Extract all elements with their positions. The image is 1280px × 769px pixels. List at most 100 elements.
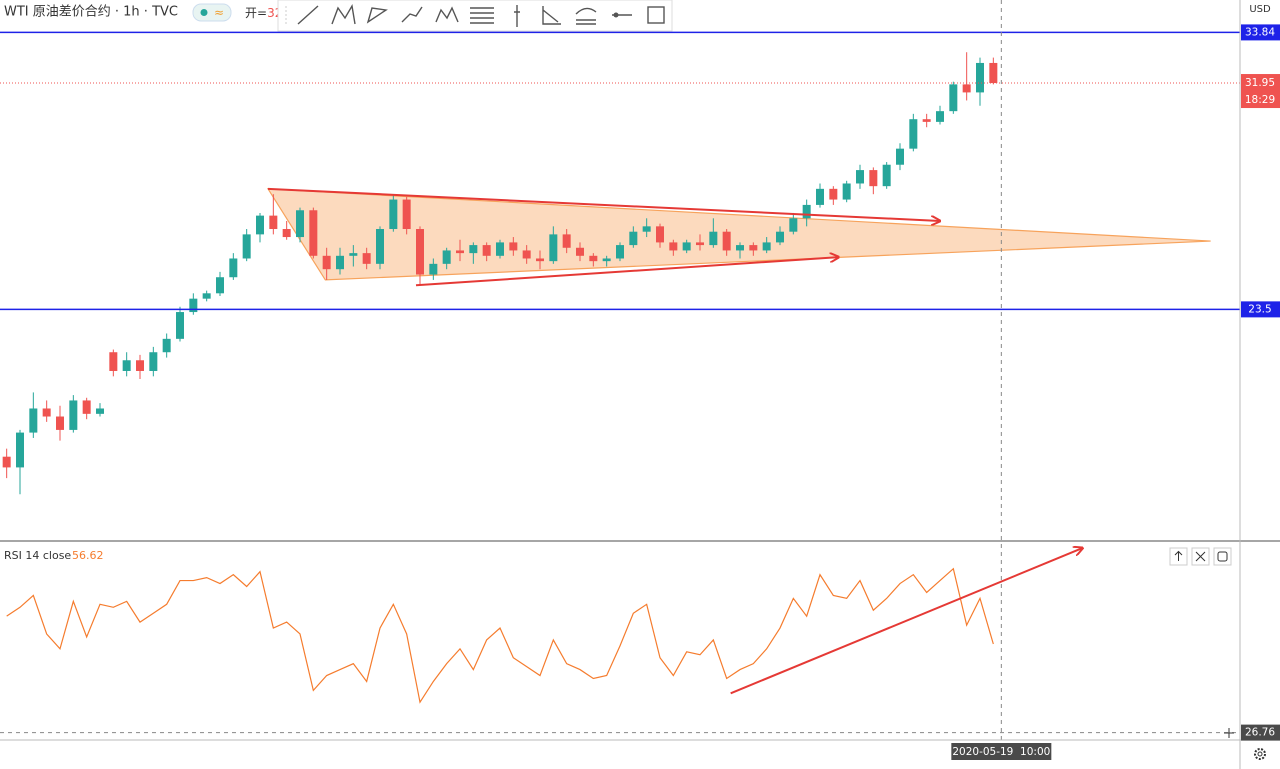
candle-body xyxy=(482,245,491,256)
candle-body xyxy=(149,352,158,371)
price-tag-label: 23.5 xyxy=(1248,303,1271,315)
price-tag xyxy=(1241,301,1280,318)
candle-body xyxy=(696,242,704,246)
candle-body xyxy=(869,170,878,187)
tool-curve[interactable] xyxy=(575,7,597,25)
candle-body xyxy=(336,255,344,270)
maximize-button[interactable] xyxy=(1213,547,1232,566)
price-tag xyxy=(1241,24,1280,41)
candle-body xyxy=(122,360,131,371)
candle-body xyxy=(189,298,198,313)
visibility-toggle[interactable]: ≈ xyxy=(192,3,232,22)
candle-body xyxy=(42,408,51,417)
candle-body xyxy=(949,84,958,112)
price-tag-label: 33.84 xyxy=(1245,26,1275,38)
tool-path[interactable] xyxy=(401,6,423,23)
candle-body xyxy=(376,229,384,264)
crosshair-time-tag xyxy=(951,743,1052,760)
candle-body xyxy=(229,258,238,278)
tool-fib[interactable] xyxy=(470,7,494,24)
candle-body xyxy=(202,293,211,299)
candle-body xyxy=(362,253,371,264)
tool-triangle[interactable] xyxy=(366,7,388,24)
candle-body xyxy=(629,231,638,246)
candle-body xyxy=(576,247,584,256)
rsi-line xyxy=(6,567,994,704)
candle-body xyxy=(976,62,984,93)
candle-body xyxy=(496,242,504,256)
candle-body xyxy=(82,400,91,414)
candle-body xyxy=(749,245,758,251)
candle-body xyxy=(16,432,24,468)
candle-body xyxy=(896,148,904,165)
candle-body xyxy=(29,408,38,433)
candle-body xyxy=(109,352,118,371)
tag-layer: 33.84 23.5 31.95 18:29 USD RSI 14 close 56.62 2… xyxy=(4,0,1280,760)
rsi-title: RSI 14 close xyxy=(4,549,71,562)
crosshair-time-label: 2020-05-19 10:00 xyxy=(952,746,1050,758)
candle-body xyxy=(256,215,264,235)
candle-body xyxy=(56,416,64,430)
candle-body xyxy=(829,188,838,200)
candle-body xyxy=(242,234,251,259)
candle-body xyxy=(802,204,811,219)
arrow-drawing xyxy=(267,187,940,221)
candle-body xyxy=(536,258,544,262)
rsi-value: 56.62 xyxy=(72,549,104,562)
close-button[interactable] xyxy=(1191,547,1210,566)
candle-body xyxy=(309,210,318,256)
drawing-toolbar xyxy=(277,0,673,32)
candle-body xyxy=(282,229,291,238)
candle-body xyxy=(642,226,651,232)
crosshair-value-tag xyxy=(1241,724,1280,741)
settings-gear[interactable] xyxy=(1254,748,1266,760)
candle-body xyxy=(96,408,104,414)
candle-body xyxy=(456,250,464,254)
candle-body xyxy=(602,258,611,262)
candle-body xyxy=(736,245,744,251)
candle-body xyxy=(856,170,864,184)
candle-body xyxy=(269,215,278,230)
candle-body xyxy=(936,111,944,122)
candle-body xyxy=(669,242,678,251)
svg-text:≈: ≈ xyxy=(214,6,224,20)
open-label: 开=32 xyxy=(245,6,282,20)
candle-body xyxy=(69,400,78,430)
tool-pattern[interactable] xyxy=(435,6,459,23)
candle-body xyxy=(909,119,918,149)
tool-ray[interactable] xyxy=(612,12,632,18)
candle-body xyxy=(136,360,144,371)
candle-body xyxy=(922,119,931,122)
tool-line[interactable] xyxy=(297,5,319,25)
candle-body xyxy=(349,253,358,256)
candle-body xyxy=(429,263,438,275)
crosshair-plus[interactable] xyxy=(1224,728,1234,738)
move-up-button[interactable] xyxy=(1169,547,1188,566)
candle-body xyxy=(389,199,398,230)
candle-body xyxy=(402,199,411,230)
arrow-drawing xyxy=(730,548,1083,695)
last-price-label: 31.95 xyxy=(1245,77,1275,89)
candle-body xyxy=(762,242,771,251)
currency-box xyxy=(1241,0,1280,16)
currency-label: USD xyxy=(1249,4,1271,15)
tool-vline[interactable] xyxy=(514,5,520,27)
arrow-drawing xyxy=(415,257,839,287)
candle-body xyxy=(589,255,598,262)
candle-body xyxy=(442,250,451,264)
candle-body xyxy=(722,231,731,251)
tool-rectangle[interactable] xyxy=(647,6,665,24)
tool-pitchfork[interactable] xyxy=(331,3,356,25)
tool-angle[interactable] xyxy=(542,6,561,25)
symbol-title: WTI 原油差价合约 · 1h · TVC xyxy=(4,5,178,20)
candle-body xyxy=(882,164,891,187)
candle-body xyxy=(296,210,304,238)
candle-body xyxy=(816,188,824,205)
candle-body xyxy=(509,242,518,251)
rsi-controls xyxy=(1169,547,1232,566)
candle-body xyxy=(962,84,971,93)
candle-body xyxy=(2,456,11,468)
candle-body xyxy=(776,231,784,243)
candle-body xyxy=(989,62,998,84)
